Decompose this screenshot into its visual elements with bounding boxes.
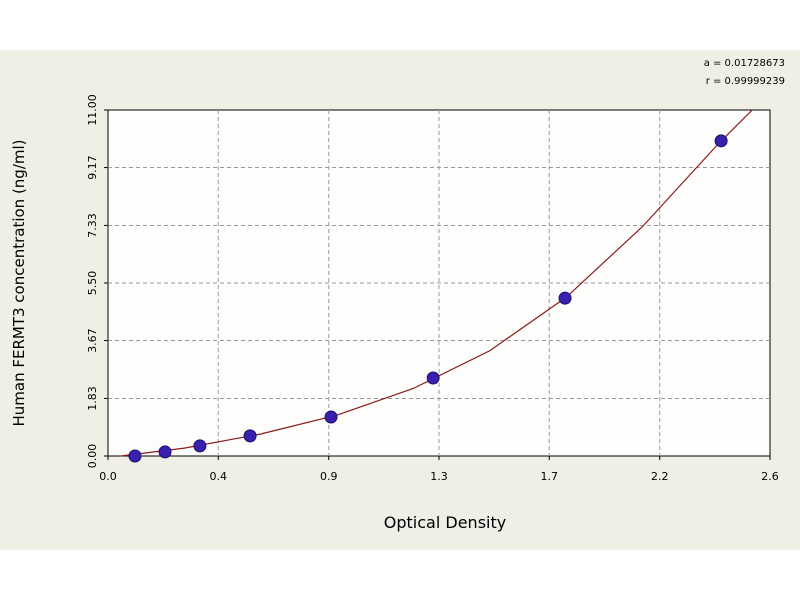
y-tick-label: 9.17 bbox=[86, 155, 99, 180]
x-tick-label: 0.9 bbox=[320, 470, 338, 483]
annotation: a = 0.01728673 bbox=[704, 58, 785, 69]
data-point bbox=[128, 449, 142, 463]
data-point bbox=[243, 429, 257, 443]
data-point bbox=[158, 445, 172, 459]
y-tick-label: 11.00 bbox=[86, 94, 99, 126]
data-point bbox=[558, 291, 572, 305]
x-tick-label: 0.0 bbox=[99, 470, 117, 483]
data-point bbox=[193, 439, 207, 453]
x-axis-label: Optical Density bbox=[384, 513, 506, 532]
annotation: r = 0.99999239 bbox=[706, 76, 785, 87]
x-tick-label: 2.2 bbox=[651, 470, 669, 483]
y-tick-label: 5.50 bbox=[86, 271, 99, 296]
x-tick-label: 2.6 bbox=[761, 470, 779, 483]
x-tick-label: 1.7 bbox=[540, 470, 558, 483]
y-axis-label: Human FERMT3 concentration (ng/ml) bbox=[10, 139, 28, 426]
data-point bbox=[324, 410, 338, 424]
data-point bbox=[426, 371, 440, 385]
x-tick-label: 0.4 bbox=[209, 470, 227, 483]
fit-line bbox=[120, 109, 753, 457]
y-tick-label: 3.67 bbox=[86, 328, 99, 353]
y-tick-label: 7.33 bbox=[86, 213, 99, 238]
x-tick-label: 1.3 bbox=[430, 470, 448, 483]
y-tick-label: 1.83 bbox=[86, 386, 99, 411]
y-tick-label: 0.00 bbox=[86, 444, 99, 469]
data-point bbox=[714, 134, 728, 148]
